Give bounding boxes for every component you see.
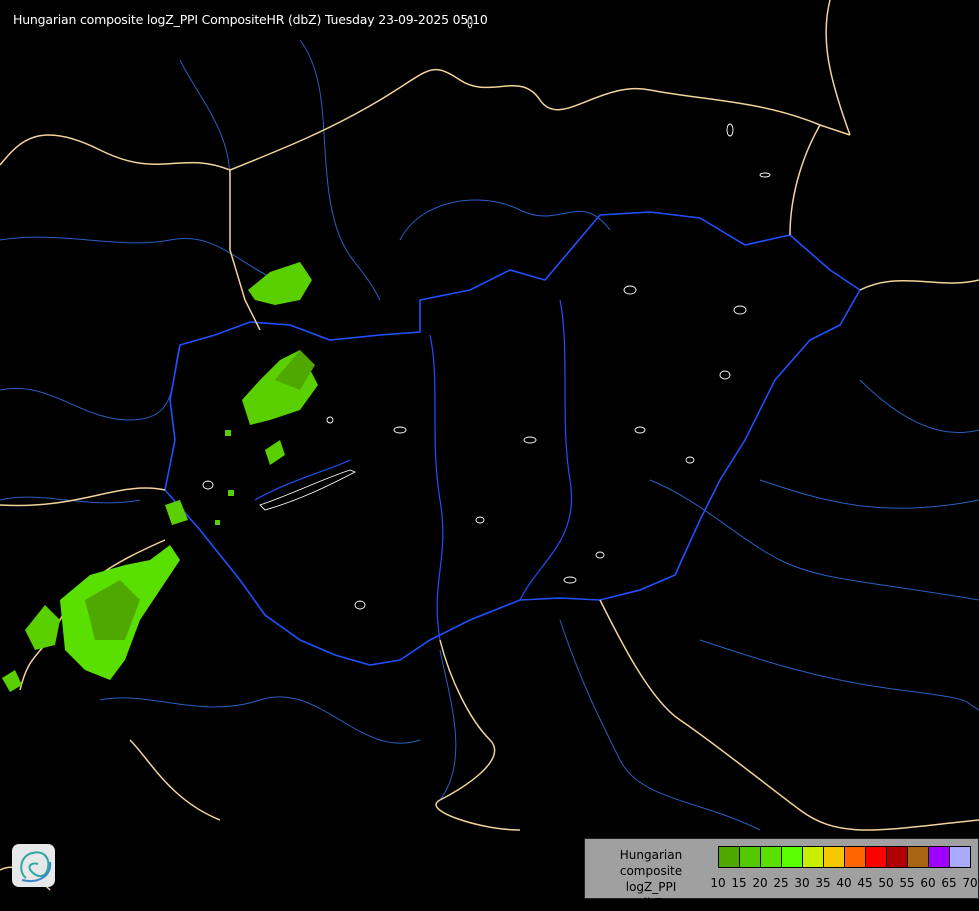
rivers xyxy=(0,39,979,831)
legend-tick: 40 xyxy=(836,876,852,890)
legend-tick: 35 xyxy=(815,876,831,890)
legend-tick: 15 xyxy=(731,876,747,890)
legend-label: Hungarian composite logZ_PPI dbZ xyxy=(589,847,713,911)
legend-tick: 70 xyxy=(962,876,978,890)
legend-tick: 10 xyxy=(710,876,726,890)
legend-tick: 60 xyxy=(920,876,936,890)
legend-swatch xyxy=(803,847,824,867)
legend-swatch xyxy=(824,847,845,867)
legend-swatch xyxy=(950,847,970,867)
precipitation-echoes xyxy=(2,262,318,692)
legend-line2: logZ_PPI xyxy=(625,880,677,894)
legend-color-bar xyxy=(718,846,971,868)
legend-swatch xyxy=(782,847,803,867)
legend-tick: 55 xyxy=(899,876,915,890)
legend-tick: 50 xyxy=(878,876,894,890)
country-borders xyxy=(0,0,979,891)
legend-ticks: 10 15 20 25 30 35 40 45 50 55 60 65 70 xyxy=(709,876,979,892)
weather-service-logo xyxy=(12,844,55,887)
legend-swatch xyxy=(845,847,866,867)
county-outlines xyxy=(202,15,771,610)
legend-tick: 45 xyxy=(857,876,873,890)
legend-swatch xyxy=(740,847,761,867)
legend-tick: 20 xyxy=(752,876,768,890)
map-title: Hungarian composite logZ_PPI CompositeHR… xyxy=(13,12,488,27)
legend-tick: 25 xyxy=(773,876,789,890)
legend-tick: 65 xyxy=(941,876,957,890)
legend-swatch xyxy=(761,847,782,867)
legend-swatch xyxy=(908,847,929,867)
legend-swatch xyxy=(866,847,887,867)
legend-line3: dbZ xyxy=(639,896,663,910)
legend-tick: 30 xyxy=(794,876,810,890)
legend-swatch xyxy=(719,847,740,867)
swirl-logo-icon xyxy=(20,851,52,882)
hungary-border xyxy=(164,211,862,666)
color-scale-legend: Hungarian composite logZ_PPI dbZ 10 15 20 2… xyxy=(584,838,979,910)
legend-swatch xyxy=(887,847,908,867)
legend-line1: Hungarian composite xyxy=(619,848,683,878)
legend-swatch xyxy=(929,847,950,867)
